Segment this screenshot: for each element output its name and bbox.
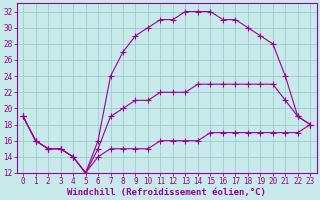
X-axis label: Windchill (Refroidissement éolien,°C): Windchill (Refroidissement éolien,°C) [67, 188, 266, 197]
